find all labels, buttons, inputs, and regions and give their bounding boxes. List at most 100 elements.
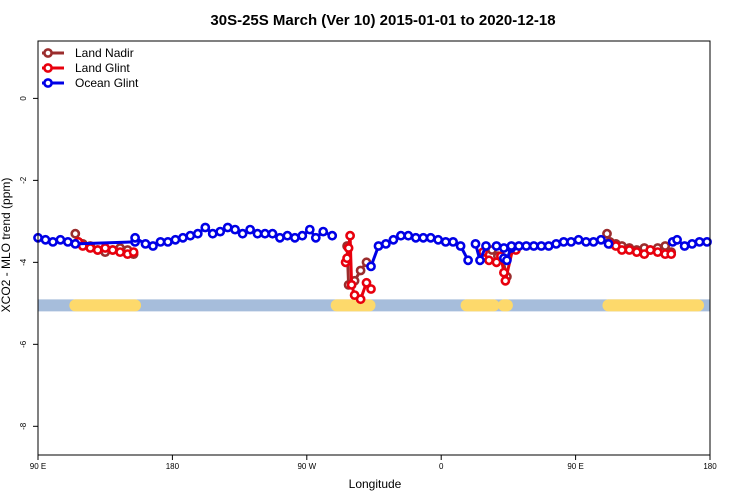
y-tick-label: -4 <box>19 258 28 266</box>
data-point <box>274 232 285 243</box>
data-point <box>207 228 218 239</box>
data-point <box>361 277 372 288</box>
data-point <box>200 222 211 233</box>
data-point <box>162 236 173 247</box>
data-point <box>603 238 614 249</box>
data-point <box>551 238 562 249</box>
data-point <box>702 236 712 247</box>
data-point <box>388 234 399 245</box>
data-point <box>267 228 278 239</box>
data-point <box>318 226 329 237</box>
data-point <box>652 247 663 257</box>
data-point <box>498 267 509 278</box>
data-point <box>410 232 421 243</box>
legend-item: Ocean Glint <box>42 76 139 90</box>
data-point <box>481 241 491 251</box>
data-point <box>433 234 444 245</box>
x-tick-label: 0 <box>439 462 444 471</box>
data-point <box>666 249 677 259</box>
x-tick-label: 180 <box>166 462 180 471</box>
data-point <box>192 228 203 239</box>
x-tick-label: 90 W <box>297 462 316 471</box>
data-point <box>366 284 376 294</box>
data-point <box>237 228 248 239</box>
data-point <box>448 236 458 247</box>
data-point <box>310 232 321 243</box>
y-tick-label: -6 <box>19 340 28 348</box>
legend-item: Land Nadir <box>42 46 134 60</box>
y-tick-label: 0 <box>19 96 28 101</box>
series-3 <box>470 238 517 266</box>
data-point <box>140 238 151 249</box>
legend-item: Land Glint <box>42 61 130 75</box>
data-point <box>327 230 338 241</box>
data-point <box>245 224 255 235</box>
data-point <box>115 247 125 257</box>
data-point <box>602 228 612 239</box>
data-point <box>355 294 366 305</box>
data-point <box>679 241 690 251</box>
y-axis: 0 -2 -4 -6 -8 <box>19 96 38 430</box>
data-point <box>425 232 436 243</box>
data-point <box>491 241 502 251</box>
data-point <box>463 255 473 266</box>
data-point <box>282 230 293 241</box>
data-point <box>470 238 481 249</box>
data-point <box>694 236 705 247</box>
data-point <box>501 255 512 266</box>
y-tick-label: -8 <box>19 422 28 430</box>
data-point <box>596 234 606 245</box>
data-point <box>130 232 140 243</box>
plot-frame <box>37 40 711 456</box>
data-point <box>617 245 627 255</box>
data-point <box>660 241 671 251</box>
data-point <box>128 247 139 257</box>
legend-swatch-marker <box>43 48 53 58</box>
x-tick-label: 90 E <box>567 462 583 471</box>
data-point <box>297 230 308 241</box>
series-layer <box>33 222 712 305</box>
y-axis-title: XCO2 - MLO trend (ppm) <box>0 178 13 313</box>
data-point <box>170 234 181 245</box>
data-point <box>573 234 584 245</box>
data-point <box>631 247 642 257</box>
y-tick-label: -2 <box>19 176 28 184</box>
x-axis: 90 E 180 90 W 0 90 E 180 <box>30 455 717 471</box>
data-point <box>346 279 357 290</box>
data-point <box>342 253 352 264</box>
legend-label: Land Nadir <box>75 46 134 60</box>
data-point <box>672 234 682 245</box>
data-point <box>70 228 81 239</box>
data-point <box>521 241 532 251</box>
data-point <box>566 236 576 247</box>
data-point <box>252 228 263 239</box>
data-point <box>355 265 366 276</box>
data-point <box>543 241 554 251</box>
x-tick-label: 180 <box>703 462 717 471</box>
data-point <box>500 275 511 286</box>
data-point <box>92 245 103 255</box>
data-point <box>345 230 355 241</box>
data-point <box>230 224 240 235</box>
data-point <box>304 224 315 235</box>
data-point <box>70 238 81 249</box>
data-point <box>55 234 66 245</box>
x-axis-title: Longitude <box>349 477 402 491</box>
data-point <box>588 236 599 247</box>
legend-swatch-marker <box>43 78 53 88</box>
legend-label: Land Glint <box>75 61 130 75</box>
data-point <box>506 241 517 251</box>
legend-swatch-marker <box>43 63 53 73</box>
data-point <box>100 243 111 253</box>
data-point <box>380 238 391 249</box>
data-point <box>343 243 354 253</box>
data-point <box>215 226 226 237</box>
data-point <box>484 255 494 266</box>
data-point <box>498 243 509 253</box>
x-tick-label: 90 E <box>30 462 46 471</box>
data-point <box>366 261 376 272</box>
data-point <box>148 241 158 251</box>
data-point <box>475 255 485 266</box>
